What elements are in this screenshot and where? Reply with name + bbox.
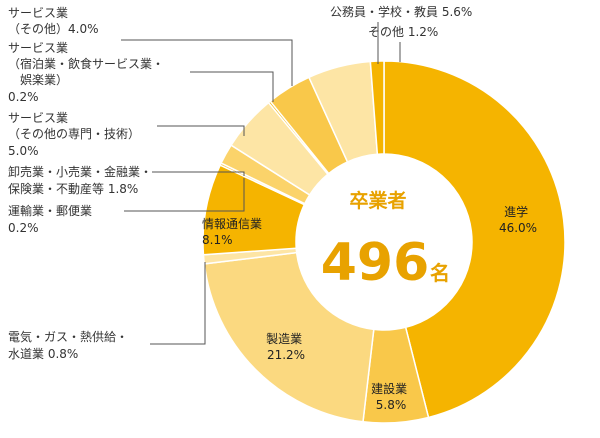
label-kensetsu-line: 建設業: [371, 381, 407, 396]
center-total-number: 496: [321, 233, 430, 293]
label-senmon-line: サービス業: [8, 111, 68, 125]
label-shingaku-line: 46.0%: [499, 221, 537, 235]
leader-service-other: [121, 39, 293, 86]
center-title: 卒業者: [349, 189, 406, 212]
label-shingaku-line: 進学: [504, 204, 528, 219]
leader-denki: [150, 262, 206, 345]
label-kensetsu: 建設業 5.8%: [371, 381, 411, 412]
inside-labels: 進学 46.0% 建設業 5.8% 製造業 21.2% 情報通信業 8.1%: [202, 204, 537, 412]
slice-seizo: [203, 251, 375, 423]
label-seizo: 製造業 21.2%: [266, 332, 306, 362]
label-kensetsu-line: 5.8%: [376, 398, 407, 412]
label-sonota: その他 1.2%: [368, 25, 438, 39]
label-senmon-line: 5.0%: [8, 144, 39, 158]
label-joho: 情報通信業 8.1%: [202, 217, 266, 247]
label-koumuin: 公務員・学校・教員 5.6%: [330, 4, 472, 19]
label-denki: 電気・ガス・熱供給・ 水道業 0.8%: [8, 329, 132, 361]
leader-oroshi: [152, 171, 245, 176]
label-shukuhaku: サービス業 （宿泊業・飲食サービス業・ 娯楽業） 0.2%: [8, 41, 168, 104]
label-oroshi: 卸売業・小売業・金融業・ 保険業・不動産等 1.8%: [8, 164, 156, 196]
label-unyu-line: 運輸業・郵便業: [8, 203, 92, 218]
label-senmon: サービス業 （その他の専門・技術） 5.0%: [8, 111, 144, 158]
slice-shingaku: [383, 60, 566, 419]
label-shukuhaku-line: （宿泊業・飲食サービス業・: [8, 56, 164, 71]
label-joho-line: 8.1%: [202, 233, 233, 247]
slice-sonota: [369, 60, 385, 156]
label-shukuhaku-line: サービス業: [8, 41, 68, 55]
label-joho-line: 情報通信業: [202, 217, 262, 231]
label-senmon-line: （その他の専門・技術）: [8, 127, 140, 141]
label-seizo-line: 製造業: [266, 332, 302, 346]
label-shukuhaku-line: 娯楽業）: [20, 73, 68, 87]
label-denki-line: 水道業 0.8%: [8, 347, 78, 361]
label-unyu: 運輸業・郵便業 0.2%: [8, 203, 96, 235]
label-shukuhaku-line: 0.2%: [8, 90, 39, 104]
label-service-other-line: サービス業: [8, 6, 68, 20]
label-oroshi-line: 卸売業・小売業・金融業・: [8, 164, 152, 179]
label-service-other-line: （その他）4.0%: [8, 22, 99, 36]
label-seizo-line: 21.2%: [267, 348, 305, 362]
label-denki-line: 電気・ガス・熱供給・: [8, 329, 128, 344]
leader-lines: [121, 22, 401, 345]
label-oroshi-line: 保険業・不動産等 1.8%: [8, 181, 138, 196]
leader-shukuhaku: [190, 71, 274, 102]
label-unyu-line: 0.2%: [8, 221, 39, 235]
center-unit: 名: [430, 261, 450, 285]
donut-slices: [202, 60, 566, 424]
leader-senmon: [157, 125, 245, 136]
label-service-other: サービス業 （その他）4.0%: [8, 6, 99, 36]
label-shingaku: 進学 46.0%: [499, 204, 537, 235]
center-total: 卒業者 496 名: [321, 189, 450, 293]
outside-labels: サービス業 （その他）4.0% サービス業 （宿泊業・飲食サービス業・ 娯楽業）…: [8, 4, 472, 361]
leader-unyu: [124, 178, 245, 212]
